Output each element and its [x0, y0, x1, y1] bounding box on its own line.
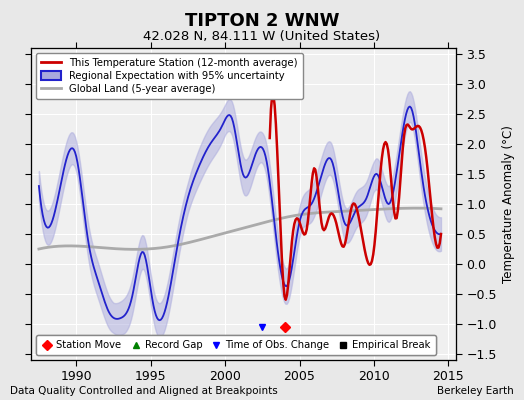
Legend: Station Move, Record Gap, Time of Obs. Change, Empirical Break: Station Move, Record Gap, Time of Obs. C…	[37, 335, 435, 355]
Text: 42.028 N, 84.111 W (United States): 42.028 N, 84.111 W (United States)	[144, 30, 380, 43]
Text: TIPTON 2 WNW: TIPTON 2 WNW	[185, 12, 339, 30]
Text: Data Quality Controlled and Aligned at Breakpoints: Data Quality Controlled and Aligned at B…	[10, 386, 278, 396]
Text: Berkeley Earth: Berkeley Earth	[437, 386, 514, 396]
Y-axis label: Temperature Anomaly (°C): Temperature Anomaly (°C)	[503, 125, 515, 283]
